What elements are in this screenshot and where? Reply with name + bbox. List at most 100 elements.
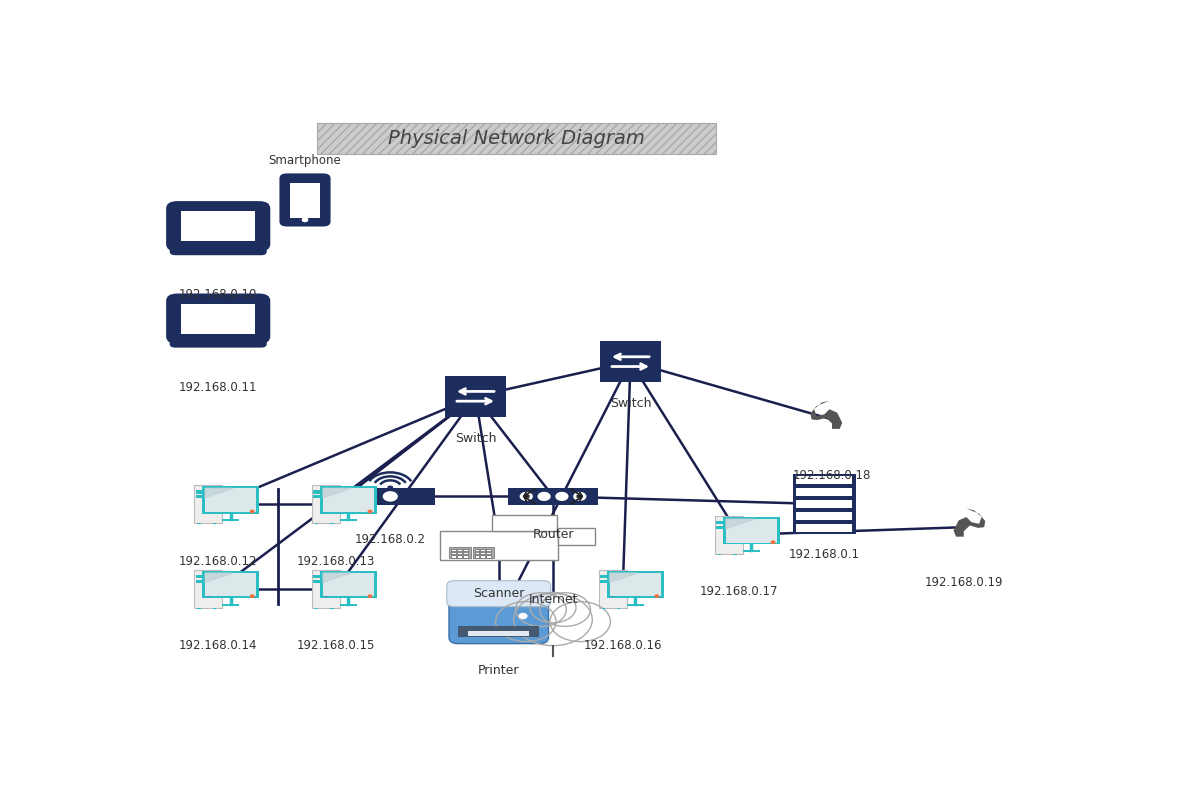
Circle shape	[530, 592, 576, 623]
FancyBboxPatch shape	[196, 580, 221, 583]
Circle shape	[205, 503, 210, 506]
Text: 192.168.0.11: 192.168.0.11	[179, 381, 258, 394]
Polygon shape	[954, 509, 985, 537]
FancyBboxPatch shape	[205, 573, 257, 597]
FancyBboxPatch shape	[210, 251, 226, 252]
Text: Switch: Switch	[610, 398, 652, 410]
FancyBboxPatch shape	[607, 571, 664, 598]
FancyBboxPatch shape	[181, 211, 256, 242]
FancyBboxPatch shape	[626, 604, 644, 606]
FancyBboxPatch shape	[463, 552, 468, 554]
Circle shape	[496, 602, 556, 642]
Circle shape	[655, 595, 659, 598]
FancyBboxPatch shape	[198, 607, 200, 609]
FancyBboxPatch shape	[196, 575, 221, 578]
FancyBboxPatch shape	[313, 580, 338, 583]
FancyBboxPatch shape	[716, 521, 742, 524]
FancyBboxPatch shape	[449, 547, 470, 558]
FancyBboxPatch shape	[323, 573, 374, 597]
Circle shape	[611, 588, 614, 591]
FancyBboxPatch shape	[796, 476, 852, 484]
Text: 192.168.0.16: 192.168.0.16	[583, 639, 662, 652]
FancyBboxPatch shape	[316, 523, 318, 524]
Circle shape	[206, 594, 210, 596]
FancyBboxPatch shape	[290, 183, 319, 218]
FancyBboxPatch shape	[205, 488, 257, 512]
FancyBboxPatch shape	[210, 343, 226, 345]
FancyBboxPatch shape	[480, 552, 485, 554]
FancyBboxPatch shape	[196, 490, 221, 494]
Circle shape	[574, 493, 586, 500]
FancyBboxPatch shape	[610, 573, 661, 597]
Polygon shape	[323, 488, 352, 498]
FancyBboxPatch shape	[198, 523, 200, 524]
FancyBboxPatch shape	[558, 528, 595, 546]
Polygon shape	[810, 401, 842, 429]
Text: Smartphone: Smartphone	[269, 154, 341, 166]
FancyBboxPatch shape	[446, 581, 551, 606]
FancyBboxPatch shape	[600, 580, 625, 583]
FancyBboxPatch shape	[330, 607, 334, 609]
FancyBboxPatch shape	[194, 486, 222, 523]
FancyBboxPatch shape	[743, 550, 760, 552]
FancyBboxPatch shape	[451, 552, 456, 554]
FancyBboxPatch shape	[457, 549, 462, 551]
FancyBboxPatch shape	[313, 490, 338, 494]
FancyBboxPatch shape	[316, 607, 318, 609]
Text: Router: Router	[533, 529, 574, 542]
FancyBboxPatch shape	[733, 554, 737, 555]
Circle shape	[514, 594, 593, 646]
FancyBboxPatch shape	[480, 549, 485, 551]
FancyBboxPatch shape	[486, 555, 491, 558]
Circle shape	[324, 510, 328, 512]
Polygon shape	[205, 488, 233, 498]
FancyBboxPatch shape	[317, 123, 715, 154]
Polygon shape	[323, 573, 352, 582]
Circle shape	[251, 595, 254, 598]
Text: Internet: Internet	[528, 593, 577, 606]
FancyBboxPatch shape	[726, 519, 778, 542]
Circle shape	[726, 534, 731, 538]
Polygon shape	[205, 573, 233, 582]
FancyBboxPatch shape	[445, 376, 506, 417]
FancyBboxPatch shape	[320, 571, 377, 598]
Circle shape	[611, 594, 614, 596]
FancyBboxPatch shape	[463, 549, 468, 551]
FancyBboxPatch shape	[203, 571, 259, 598]
Circle shape	[540, 593, 590, 626]
FancyBboxPatch shape	[600, 575, 625, 578]
Circle shape	[251, 510, 254, 513]
FancyBboxPatch shape	[449, 595, 548, 644]
Text: 192.168.0.18: 192.168.0.18	[793, 469, 871, 482]
Circle shape	[538, 493, 550, 500]
FancyBboxPatch shape	[451, 549, 456, 551]
FancyBboxPatch shape	[440, 531, 558, 560]
FancyBboxPatch shape	[617, 607, 620, 609]
Circle shape	[388, 486, 392, 489]
Circle shape	[550, 602, 611, 642]
FancyBboxPatch shape	[340, 519, 358, 521]
Text: 192.168.0.1: 192.168.0.1	[788, 549, 859, 562]
FancyBboxPatch shape	[451, 555, 456, 558]
Text: 192.168.0.10: 192.168.0.10	[179, 289, 257, 302]
FancyBboxPatch shape	[716, 526, 742, 530]
FancyBboxPatch shape	[463, 555, 468, 558]
FancyBboxPatch shape	[222, 519, 239, 521]
FancyBboxPatch shape	[473, 547, 494, 558]
FancyBboxPatch shape	[486, 552, 491, 554]
FancyBboxPatch shape	[212, 523, 216, 524]
FancyBboxPatch shape	[323, 488, 374, 512]
FancyBboxPatch shape	[796, 524, 852, 532]
FancyBboxPatch shape	[600, 342, 661, 382]
FancyBboxPatch shape	[509, 487, 598, 506]
Text: 192.168.0.13: 192.168.0.13	[296, 554, 376, 568]
Text: Printer: Printer	[478, 664, 520, 677]
FancyBboxPatch shape	[458, 626, 539, 638]
FancyBboxPatch shape	[796, 488, 852, 496]
FancyBboxPatch shape	[194, 570, 222, 607]
FancyBboxPatch shape	[474, 552, 479, 554]
FancyBboxPatch shape	[222, 604, 239, 606]
FancyBboxPatch shape	[602, 607, 605, 609]
FancyBboxPatch shape	[599, 570, 626, 607]
Circle shape	[772, 541, 775, 543]
